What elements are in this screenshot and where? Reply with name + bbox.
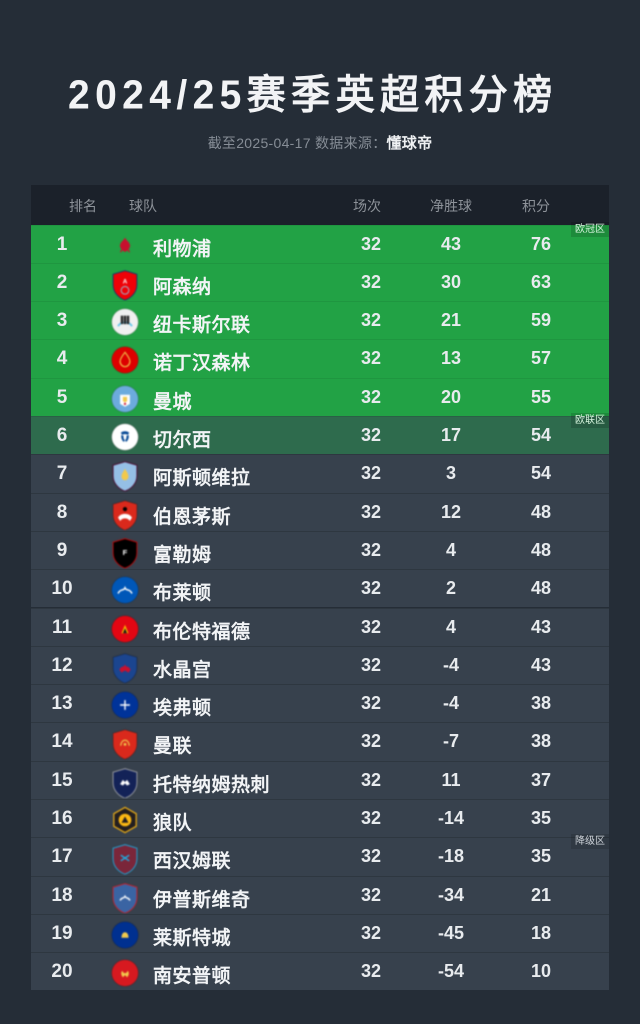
svg-text:A: A	[123, 278, 128, 285]
svg-text:F: F	[123, 548, 128, 557]
